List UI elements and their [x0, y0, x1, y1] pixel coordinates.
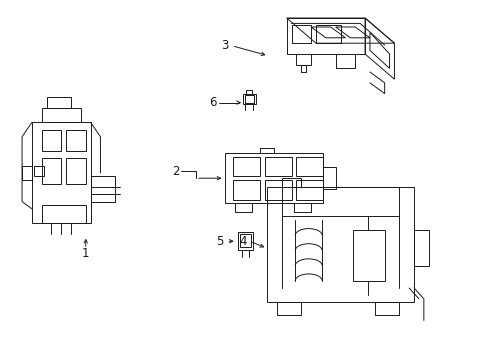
Text: 3: 3	[220, 39, 228, 52]
Text: 4: 4	[240, 235, 247, 248]
Text: 6: 6	[209, 96, 217, 109]
Text: 5: 5	[216, 235, 223, 248]
Text: 1: 1	[82, 247, 90, 260]
Text: 2: 2	[172, 165, 179, 177]
